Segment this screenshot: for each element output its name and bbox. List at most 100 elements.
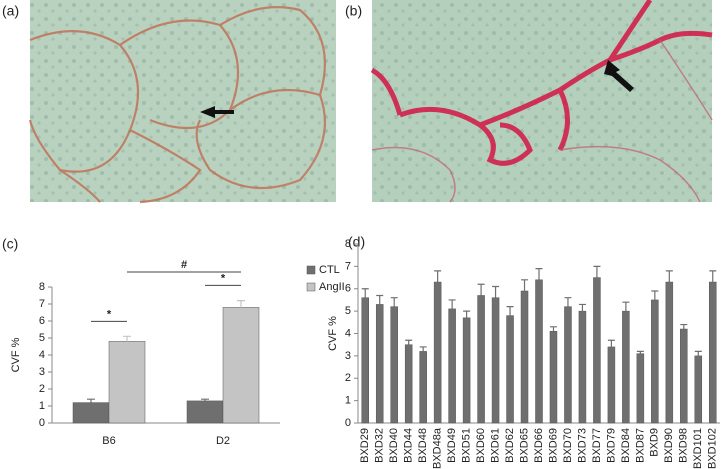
x-tick-label: BXD48a [432, 427, 444, 469]
error-bar [201, 398, 209, 401]
x-tick-label: BXD49 [446, 428, 458, 463]
bar [578, 310, 587, 424]
y-tick-label: 7 [345, 260, 351, 272]
error-bar [87, 398, 95, 403]
x-tick-label: BXD102 [707, 428, 719, 469]
error-bar [376, 294, 384, 305]
bar [404, 344, 413, 424]
x-tick-label: BXD51 [461, 428, 473, 463]
bar [477, 295, 485, 424]
panel-label: (b) [345, 3, 362, 19]
bar [375, 304, 384, 424]
bar [607, 346, 616, 424]
error-bar [651, 290, 659, 300]
annotation: # [181, 259, 187, 271]
y-tick-label: 3 [39, 366, 45, 378]
bar [680, 328, 688, 424]
x-tick-label: BXD101 [692, 428, 704, 469]
error-bar [521, 279, 529, 291]
error-bar [535, 268, 543, 280]
legend-swatch [306, 282, 316, 292]
bar [448, 308, 456, 424]
bar [506, 315, 514, 424]
x-tick-label: BXD66 [533, 428, 545, 463]
bar [593, 277, 601, 424]
bar [694, 355, 703, 424]
panel-label: (d) [348, 234, 365, 250]
x-tick-label: BXD87 [634, 428, 646, 463]
bar [549, 331, 558, 424]
error-bar [390, 297, 398, 307]
bar [108, 341, 146, 424]
x-tick-label: BXD62 [504, 428, 516, 463]
error-bar [448, 299, 456, 309]
bar [636, 353, 645, 424]
x-tick-label: BXD70 [562, 428, 574, 463]
x-tick-label: BXD44 [403, 428, 415, 463]
bar [535, 279, 543, 424]
y-tick-label: 0 [345, 417, 351, 429]
panel-label: (c) [2, 236, 18, 252]
error-bar [636, 350, 644, 354]
y-tick-label: 2 [345, 372, 351, 384]
y-tick-label: 5 [345, 305, 351, 317]
x-tick-label: BXD9 [649, 428, 661, 457]
bar [390, 306, 398, 424]
x-tick-label: BXD29 [359, 428, 371, 463]
bar [433, 281, 442, 424]
bar [665, 281, 674, 424]
legend-label: CTL [319, 264, 340, 276]
error-bar [593, 265, 601, 278]
y-tick-label: 8 [39, 281, 45, 293]
error-bar [709, 270, 717, 283]
annotation: * [107, 308, 112, 320]
x-tick-label: B6 [102, 435, 115, 447]
x-tick-label: D2 [216, 435, 230, 447]
bar [462, 317, 471, 424]
error-bar [492, 285, 500, 298]
y-tick-label: 8 [345, 238, 351, 250]
error-bar [477, 283, 485, 296]
y-axis-label: CVF % [327, 316, 339, 351]
bar [651, 299, 659, 424]
bar [419, 351, 427, 424]
x-tick-label: BXD60 [475, 428, 487, 463]
error-bar [237, 300, 245, 308]
x-tick-label: BXD69 [547, 428, 559, 463]
error-bar [622, 301, 630, 312]
x-tick-label: BXD73 [576, 428, 588, 463]
bar [520, 290, 529, 424]
error-bar [361, 288, 369, 298]
y-tick-label: 4 [345, 327, 351, 339]
bar [222, 307, 260, 424]
micrograph-a [28, 0, 336, 204]
y-tick-label: 3 [345, 350, 351, 362]
error-bar [463, 310, 471, 318]
annotation: * [221, 272, 226, 284]
error-bar [419, 346, 427, 352]
error-bar [506, 306, 514, 316]
y-tick-label: 1 [39, 400, 45, 412]
legend-swatch [306, 265, 316, 275]
x-tick-label: BXD32 [374, 428, 386, 463]
error-bar [549, 326, 557, 332]
y-tick-label: 7 [39, 298, 45, 310]
x-tick-label: BXD65 [518, 428, 530, 463]
x-tick-label: BXD84 [620, 428, 632, 463]
error-bar [680, 323, 688, 330]
error-bar [405, 339, 413, 345]
y-tick-label: 6 [39, 315, 45, 327]
x-tick-label: BXD90 [663, 428, 675, 463]
y-tick-label: 5 [39, 332, 45, 344]
x-tick-label: BXD79 [605, 428, 617, 463]
x-tick-label: BXD98 [678, 428, 690, 463]
error-bar [578, 303, 586, 312]
y-tick-label: 4 [39, 349, 45, 361]
x-tick-label: BXD61 [489, 428, 501, 463]
bar [564, 306, 572, 424]
bar [709, 281, 717, 424]
error-bar [434, 270, 442, 283]
bar [186, 400, 224, 424]
x-tick-label: BXD40 [388, 428, 400, 463]
